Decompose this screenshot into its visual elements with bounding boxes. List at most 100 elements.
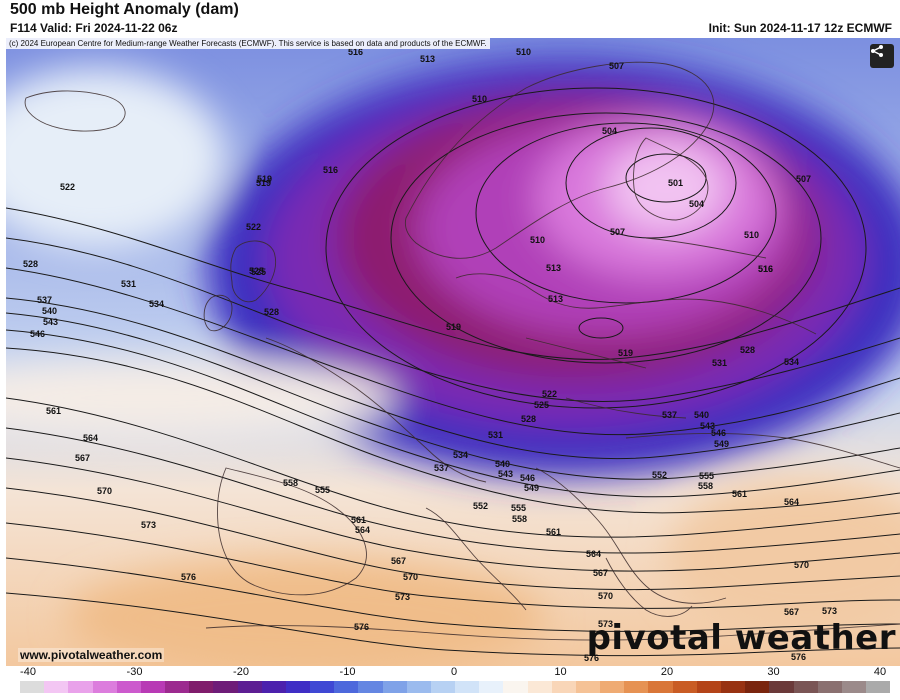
colorbar-swatch [261,681,286,693]
colorbar-tick: 10 [554,666,567,678]
contour-label: 525 [534,400,549,410]
contour-label: 528 [23,259,38,269]
contour-label: 573 [822,606,837,616]
contour-label: 573 [141,520,156,530]
contour-label: 561 [351,515,366,525]
contour-label: 534 [453,450,468,460]
contour-label: 516 [323,165,338,175]
colorbar-tick: 40 [873,666,887,678]
colorbar-swatch [116,681,141,693]
contour-label: 558 [283,478,298,488]
colorbar-swatch [793,681,818,693]
anomaly-map: 510 513 507 516 519 510 504 519 501 504 507 516 522 5… [6,38,900,666]
contour-label: 528 [264,307,279,317]
contour-label: 576 [791,652,806,662]
colorbar-swatch [866,681,891,693]
colorbar-swatch [406,681,431,693]
colorbar-swatch [44,681,69,693]
contour-label: 540 [495,459,510,469]
colorbar-swatch [648,681,673,693]
contour-label: 564 [784,497,799,507]
contour-label: 537 [662,410,677,420]
contour-label: 567 [784,607,799,617]
colorbar-swatch [575,681,601,693]
colorbar-swatch [358,681,383,693]
contour-label: 531 [712,358,727,368]
height-contours [6,87,900,657]
contour-label: 558 [698,481,713,491]
contour-label: 561 [732,489,747,499]
contour-label: 519 [257,174,272,184]
colorbar-swatch [745,681,770,693]
contour-label: 546 [711,428,726,438]
colorbar-swatch [479,681,504,693]
colorbar-tick: 20 [660,666,674,678]
contour-label: 531 [488,430,503,440]
colorbar-swatch [213,681,238,693]
contour-label: 522 [60,182,75,192]
contour-label: 546 [520,473,535,483]
colorbar-swatch [720,681,746,693]
contour-label: 516 [758,264,773,274]
colorbar-swatch [551,681,576,693]
contour-label: 507 [609,61,624,71]
contour-label: 570 [403,572,418,582]
colorbar-swatch [334,681,359,693]
chart-title: 500 mb Height Anomaly (dam) [10,1,239,18]
colorbar-swatch [455,681,480,693]
contour-label: 564 [355,525,370,535]
contour-label: 519 [618,348,633,358]
share-button[interactable] [870,44,894,68]
contour-label: 552 [652,470,667,480]
colorbar-ticks: -40 -30 -20 -10 0 10 20 30 40 [0,666,900,680]
contour-label: 543 [498,469,513,479]
contour-label: 537 [434,463,449,473]
contour-label: 561 [46,406,61,416]
colorbar-tick: -10 [339,666,356,678]
contour-label: 531 [121,279,136,289]
contour-label: 504 [689,199,704,209]
contour-label: 516 [758,264,773,274]
colorbar-swatch [817,681,842,693]
colorbar-swatch [841,681,867,693]
contour-label: 567 [75,453,90,463]
contour-label: 510 [516,47,531,57]
contour-label: 576 [181,572,196,582]
colorbar-swatch [165,681,190,693]
contour-label: 513 [546,263,561,273]
contour-label: 570 [794,560,809,570]
colorbar-swatch [310,681,335,693]
contour-label: 534 [784,357,799,367]
site-url: www.pivotalweather.com [18,648,165,662]
colorbar-swatch [92,681,117,693]
colorbar-swatch [382,681,407,693]
contour-label: 525 [251,267,266,277]
contour-label: 510 [744,230,759,240]
contour-label: 549 [714,439,729,449]
colorbar-swatch [285,681,311,693]
colorbar-swatch [20,681,45,693]
contour-label: 504 [602,126,617,136]
contour-label: 570 [598,591,613,601]
colorbar-swatch [600,681,625,693]
colorbar-swatch [189,681,214,693]
colorbar-tick: 0 [450,666,458,678]
contour-label: 555 [315,485,330,495]
contour-label: 549 [524,483,539,493]
contour-label: 507 [796,174,811,184]
contour-label: 558 [512,514,527,524]
contour-label: 510 [530,235,545,245]
colorbar-tick: 30 [767,666,780,678]
contour-label: 540 [694,410,709,420]
contour-label: 525 [249,266,264,276]
contour-label: 537 [37,295,52,305]
contour-label: 528 [521,414,536,424]
contour-label: 567 [391,556,406,566]
contour-label: 546 [30,329,45,339]
contour-label: 570 [97,486,112,496]
coastlines [24,61,900,641]
copyright-notice: (c) 2024 European Centre for Medium-rang… [6,38,490,49]
colorbar-swatch [237,681,262,693]
header: 500 mb Height Anomaly (dam) F114 Valid: … [0,0,900,38]
contour-label: 552 [473,501,488,511]
